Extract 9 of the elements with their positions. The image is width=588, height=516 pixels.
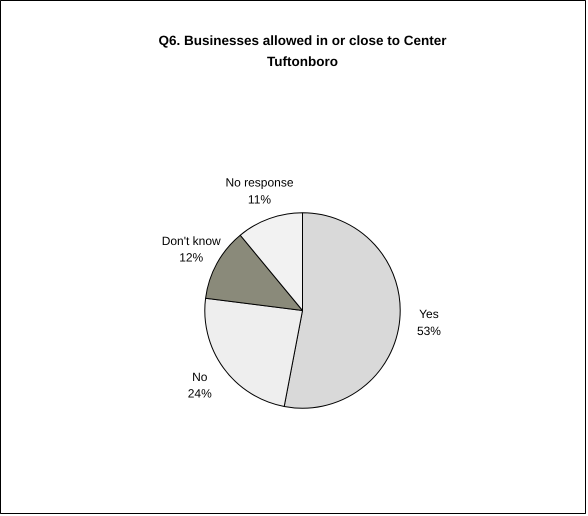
slice-label: Don't know — [162, 234, 222, 248]
data-label: 53% — [416, 324, 442, 338]
data-label: 11% — [248, 192, 272, 206]
data-label: 12% — [179, 250, 204, 265]
slice-label: Yes — [419, 307, 439, 322]
slice-label: No response — [225, 176, 294, 190]
chart-title: Q6. Businesses allowed in or close to Center Tuftonboro — [158, 33, 448, 69]
slice-label: No — [192, 370, 208, 384]
data-label: 24% — [188, 386, 212, 401]
